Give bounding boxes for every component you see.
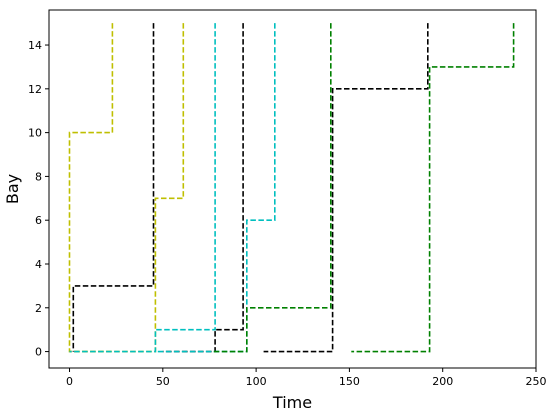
x-tick-label: 200	[432, 375, 453, 388]
series-line-8	[213, 23, 332, 353]
y-tick-label: 14	[28, 39, 42, 52]
y-tick-label: 8	[35, 170, 42, 183]
y-tick-label: 0	[35, 346, 42, 359]
x-tick-label: 250	[526, 375, 547, 388]
y-tick-label: 4	[35, 258, 42, 271]
y-tick-label: 10	[28, 127, 42, 140]
y-tick-label: 12	[28, 83, 42, 96]
y-ticks: 0 2 4 6 8 10 12 14	[28, 39, 49, 359]
x-tick-label: 100	[246, 375, 267, 388]
y-tick-label: 6	[35, 214, 42, 227]
series-layer	[68, 23, 515, 353]
x-tick-label: 150	[339, 375, 360, 388]
series-line-5	[263, 23, 429, 353]
x-tick-label: 0	[66, 375, 73, 388]
plot-frame	[48, 9, 537, 369]
y-tick-label: 2	[35, 302, 42, 315]
series-line-6	[69, 23, 216, 353]
x-ticks: 0 50 100 150 200 250	[66, 368, 547, 388]
series-line-3	[72, 23, 155, 352]
x-tick-label: 50	[156, 375, 170, 388]
series-line-4	[162, 23, 244, 353]
x-axis-label: Time	[272, 393, 312, 412]
y-axis-label: Bay	[3, 174, 22, 204]
series-line-9	[351, 23, 515, 353]
